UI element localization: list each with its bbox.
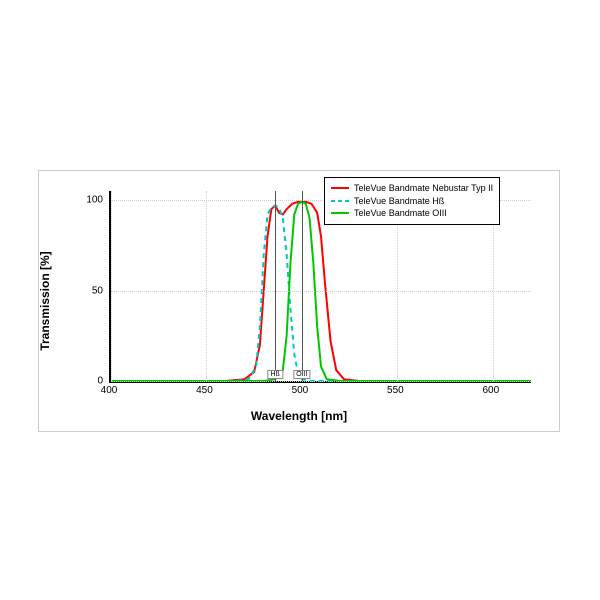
legend-label: TeleVue Bandmate Nebustar Typ II [354, 182, 493, 195]
legend-swatch [331, 187, 349, 189]
xtick-label: 550 [375, 385, 415, 396]
legend-label: TeleVue Bandmate OIII [354, 207, 447, 220]
emission-line-label: Hß [268, 370, 283, 379]
emission-line-marker [275, 191, 276, 381]
x-axis-label: Wavelength [nm] [251, 409, 347, 423]
emission-line-marker [302, 191, 303, 381]
ytick-label: 50 [73, 285, 103, 296]
ytick-label: 100 [73, 195, 103, 206]
gridline-h [111, 291, 531, 292]
legend-label: TeleVue Bandmate Hß [354, 195, 444, 208]
xtick-label: 500 [280, 385, 320, 396]
legend-item: TeleVue Bandmate OIII [331, 207, 493, 220]
legend: TeleVue Bandmate Nebustar Typ IITeleVue … [324, 177, 500, 225]
emission-line-label: OIII [293, 370, 310, 379]
legend-swatch [331, 200, 349, 202]
xtick-label: 600 [471, 385, 511, 396]
gridline-h [111, 381, 531, 382]
page: Transmission [%] Wavelength [nm] HßOIII … [0, 0, 600, 600]
chart-container: Transmission [%] Wavelength [nm] HßOIII … [38, 170, 560, 432]
y-axis-label: Transmission [%] [38, 251, 52, 350]
xtick-label: 450 [184, 385, 224, 396]
legend-item: TeleVue Bandmate Hß [331, 195, 493, 208]
gridline-v [206, 191, 207, 381]
legend-swatch [331, 212, 349, 214]
gridline-v [111, 191, 112, 381]
legend-item: TeleVue Bandmate Nebustar Typ II [331, 182, 493, 195]
xtick-label: 400 [89, 385, 129, 396]
